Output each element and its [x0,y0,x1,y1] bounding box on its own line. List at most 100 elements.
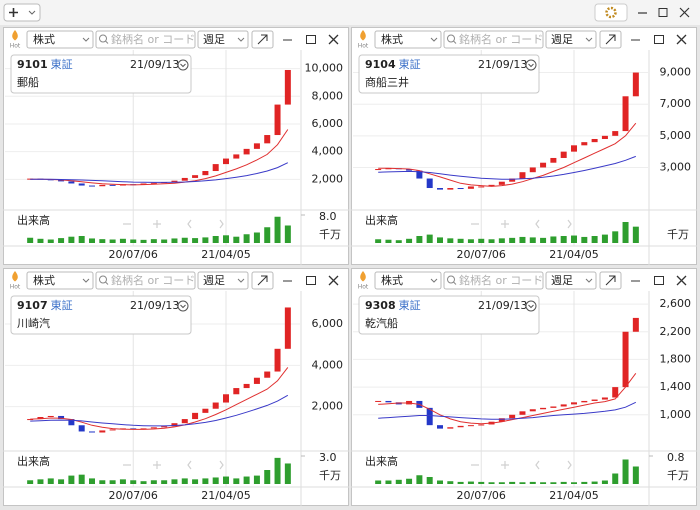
volume-bar [416,236,423,243]
maximize-icon[interactable] [658,8,668,17]
candle [509,178,516,182]
y-tick-label: 5,000 [660,129,692,142]
candle [622,96,629,132]
volume-bar [78,474,85,484]
stock-name: 川崎汽 [17,316,50,330]
exchange: 東証 [399,299,421,312]
volume-bar [591,481,598,484]
volume-tick-label: 8.0 [319,210,337,223]
volume-bar [37,238,44,243]
volume-bar [395,240,402,243]
candle [498,418,505,422]
select-caret [585,278,593,283]
candle [37,417,44,420]
info-toggle[interactable] [177,300,189,312]
market-select[interactable] [26,271,94,290]
market-select[interactable] [374,30,442,49]
volume-bar [447,238,454,243]
candle [89,185,95,187]
candle [264,371,271,378]
candle [437,188,443,190]
candle [78,183,85,186]
candle [253,143,260,149]
volume-bar [529,237,536,243]
info-box [358,295,540,335]
x-tick-label: 20/07/06 [109,489,158,502]
add-button[interactable] [3,3,41,22]
volume-bar [212,236,219,243]
candle [161,426,168,428]
info-toggle-caret [528,63,534,68]
search-input[interactable] [443,30,544,49]
info-box [10,54,192,94]
candle [274,104,281,136]
info-toggle[interactable] [177,59,189,71]
y-tick-label: 3,000 [660,160,692,173]
candle [233,388,240,395]
search-input[interactable] [443,271,544,290]
volume-bar [385,239,392,243]
candle [171,423,178,427]
y-tick-label: 1,400 [660,380,692,393]
candle [509,414,516,419]
volume-bar [243,234,250,243]
candle [478,186,485,188]
volume-bar [161,480,168,484]
search-input[interactable] [95,30,196,49]
select-caret [82,37,90,42]
period-select[interactable] [545,30,597,49]
zoom-icons [471,460,572,470]
y-tick-label: 8,000 [312,89,344,102]
volume-bar [550,236,557,243]
close-icon[interactable] [676,275,687,286]
market-select[interactable] [26,30,94,49]
market-select[interactable] [374,271,442,290]
volume-bar [150,480,157,484]
period-select[interactable] [545,271,597,290]
y-tick-label: 1,000 [660,408,692,421]
maximize-icon[interactable] [654,35,664,44]
close-icon[interactable] [328,34,339,45]
volume-bar [202,478,209,484]
search-icon-handle [105,40,109,44]
volume-bar [89,478,95,484]
maximize-icon[interactable] [306,35,316,44]
volume-bar [223,235,229,243]
close-icon[interactable] [676,34,687,45]
volume-bar [284,463,291,484]
volume-bar [632,226,639,243]
volume-bar [192,479,199,484]
info-toggle[interactable] [525,300,537,312]
search-icon-handle [453,281,457,285]
settings-button[interactable] [594,3,628,22]
period-select[interactable] [197,271,249,290]
stock-code: 9104 [365,58,396,71]
market-select-text: 株式 [381,32,403,46]
candle [202,408,209,413]
y-tick-label: 7,000 [660,97,692,110]
volume-bar [622,459,629,484]
candle [109,184,116,186]
toolbar-bg [0,0,700,25]
y-tick-label: 9,000 [660,66,692,79]
volume-bar [447,481,454,484]
volume-bar [181,478,188,484]
candle [274,348,281,372]
period-select[interactable] [197,30,249,49]
volume-bar [601,234,608,243]
candle [89,431,95,433]
info-toggle-caret [528,304,534,309]
maximize-icon[interactable] [306,276,316,285]
stock-code: 9101 [17,58,48,71]
y-tick-label: 4,000 [312,358,344,371]
volume-unit: 千万 [667,228,689,241]
close-icon[interactable] [679,7,690,18]
candle [192,175,199,178]
volume-bar [192,238,199,243]
search-input[interactable] [95,271,196,290]
info-toggle[interactable] [525,59,537,71]
volume-tick-label: 3.0 [319,451,337,464]
hot-icon [360,30,366,41]
close-icon[interactable] [328,275,339,286]
maximize-icon[interactable] [654,276,664,285]
